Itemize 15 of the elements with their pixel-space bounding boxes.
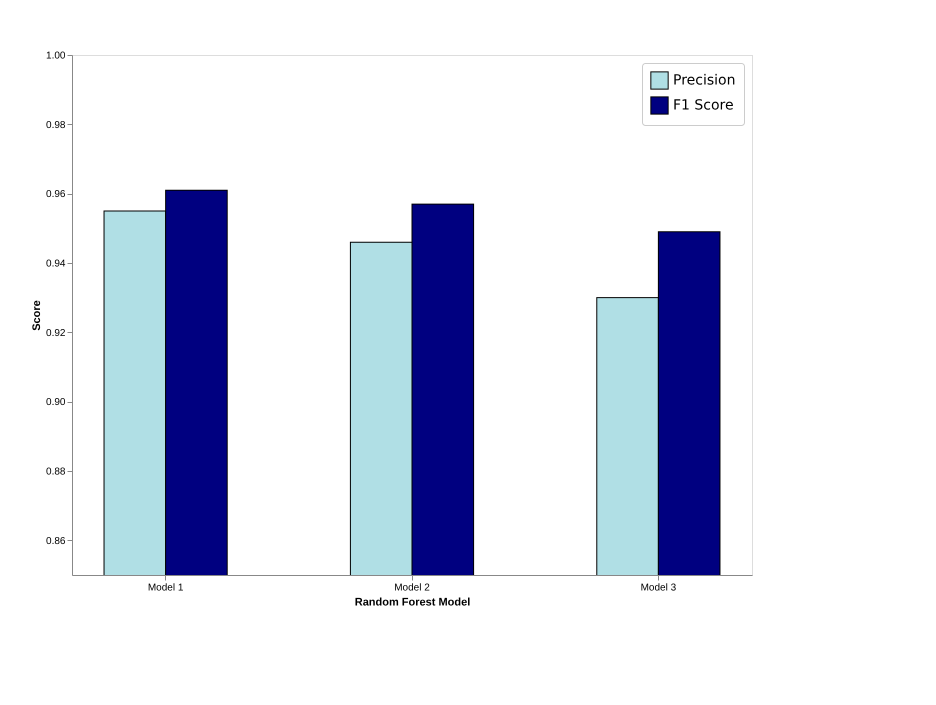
y-tick-label: 0.98 [46, 120, 66, 131]
y-tick-label: 1.00 [46, 50, 66, 62]
y-tick-label: 0.94 [46, 258, 66, 270]
y-tick-label: 0.92 [46, 328, 66, 339]
y-tick-label: 0.96 [46, 189, 66, 200]
x-tick-label: Model 2 [394, 582, 430, 594]
legend-label: Precision [673, 72, 736, 88]
y-tick-label: 0.90 [46, 397, 66, 408]
x-tick-label: Model 1 [148, 582, 184, 594]
y-tick-label: 0.86 [46, 536, 66, 547]
x-axis-title: Random Forest Model [354, 596, 470, 608]
y-axis-title: Score [31, 300, 44, 331]
y-tick-label: 0.88 [46, 466, 66, 478]
x-tick-label: Model 3 [640, 582, 677, 594]
legend-label: F1 Score [673, 98, 734, 114]
